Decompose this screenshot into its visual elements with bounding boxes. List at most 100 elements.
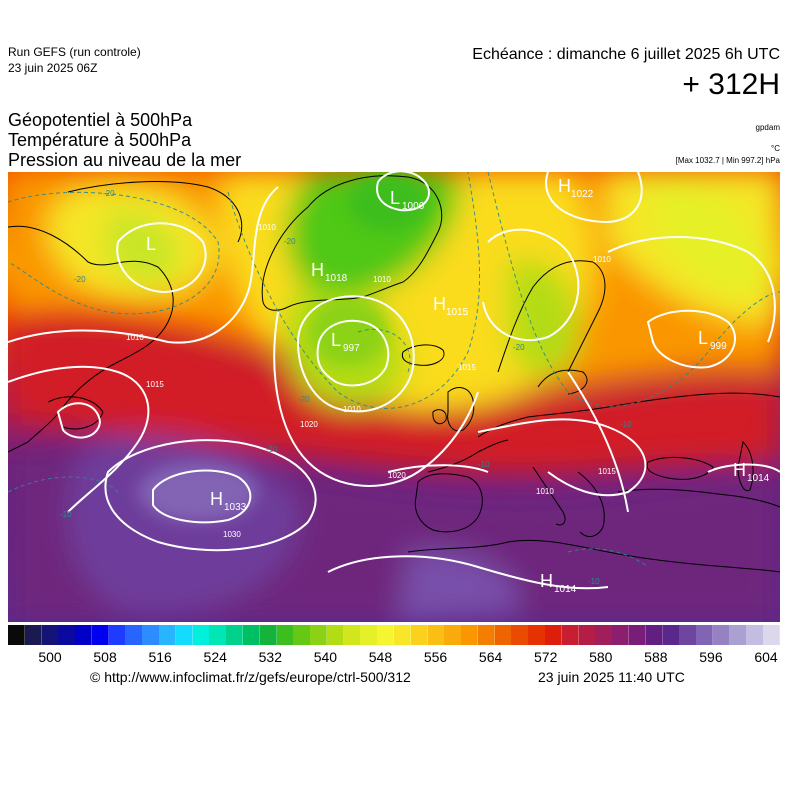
color-swatch [175,625,194,645]
isobars [8,172,780,590]
lead-time: + 312H [682,68,780,101]
weather-map: L 1006 H 1022 L H 1018 H 1015 L 997 L 999 H 103… [8,172,780,622]
color-swatch [662,625,680,645]
generated-timestamp: 23 juin 2025 11:40 UTC [538,669,685,685]
isotherm-label: -20 [284,237,296,246]
pressure-center-type: H [210,489,223,509]
pressure-center: H 1014 [733,460,770,484]
color-swatch [343,625,361,645]
color-swatch [477,625,496,645]
color-scale-bar [8,625,781,645]
color-swatch [494,625,512,645]
unit-temperature: °C [771,144,780,153]
pressure-center-value: 1014 [554,584,577,595]
isobar-label: 1010 [593,255,611,264]
pressure-center: L 997 [331,330,360,354]
isobar-label: 1020 [300,420,318,429]
color-swatch [578,625,596,645]
pressure-center-type: H [558,176,571,196]
color-swatch [561,625,580,645]
isotherm-label: -10 [620,420,632,429]
color-swatch [696,625,714,645]
isotherm-label: -20 [513,343,525,352]
pressure-center-value: 1022 [571,189,594,200]
color-swatch [108,625,126,645]
isotherm-labels: -20 -20 -20 -20 -20 -10 -10 -10 -10 -10 [60,189,632,586]
color-scale-ticks: 500 508 516 524 532 540 548 556 564 572 580 588 596 6… [0,649,788,667]
color-swatch [41,625,59,645]
color-swatch [192,625,210,645]
color-swatch [293,625,311,645]
color-swatch [24,625,43,645]
isotherm-label: -10 [60,510,72,519]
color-swatch [612,625,630,645]
pressure-center-type: L [331,330,341,350]
color-swatch [276,625,294,645]
forecast-valid-time: Echéance : dimanche 6 juillet 2025 6h UT… [472,46,780,63]
pressure-center-type: L [390,188,400,208]
color-swatch [729,625,747,645]
pressure-center-type: L [698,328,708,348]
color-scale-tick: 548 [368,649,393,665]
isobar-label: 1015 [598,467,616,476]
pressure-center: H 1014 [540,571,577,595]
pressure-max-min: [Max 1032.7 | Min 997.2] hPa [675,156,780,165]
pressure-center-value: 1018 [325,273,348,284]
color-swatch [427,625,445,645]
run-title: Run GEFS (run controle) [8,45,141,59]
color-scale-tick: 516 [148,649,172,665]
color-scale-tick: 564 [478,649,503,665]
title-pressure: Pression au niveau de la mer [8,150,242,170]
color-swatch [142,625,160,645]
unit-geopotential: gpdam [755,123,780,132]
pressure-center: H 1022 [558,176,594,200]
color-swatch [125,625,143,645]
color-swatch [444,625,462,645]
color-scale-tick: 532 [258,649,282,665]
color-swatch [310,625,328,645]
color-swatch [628,625,647,645]
pressure-center: H 1033 [210,489,247,513]
isobar-label: 1015 [146,380,164,389]
color-swatch [326,625,345,645]
pressure-center-type: L [146,234,156,254]
pressure-center-type: H [311,260,324,280]
run-date: 23 juin 2025 06Z [8,61,98,75]
color-swatch [159,625,177,645]
color-swatch [712,625,731,645]
pressure-centers: L 1006 H 1022 L H 1018 H 1015 L 997 L 999 H 103… [146,176,770,595]
pressure-center-type: H [733,460,746,480]
isobar-label: 1010 [536,487,554,496]
color-swatch [746,625,764,645]
isobar-label: 1015 [458,363,476,372]
source-credit: © http://www.infoclimat.fr/z/gefs/europe… [90,669,411,685]
color-swatch [8,625,26,645]
isotherm-label: -20 [74,275,86,284]
color-scale-tick: 604 [754,649,778,665]
pressure-center-type: H [433,294,446,314]
title-temperature: Température à 500hPa [8,130,192,150]
coastlines [8,175,780,573]
color-swatch [679,625,697,645]
color-swatch [209,625,227,645]
isotherm-label: -20 [103,189,115,198]
color-scale-tick: 580 [589,649,613,665]
isobar-label: 1010 [343,405,361,414]
color-swatch [461,625,479,645]
color-scale-tick: 540 [313,649,338,665]
isotherms [8,172,780,568]
isobar-label: 1010 [373,275,391,284]
pressure-center-value: 997 [343,343,360,354]
color-swatch [226,625,244,645]
color-scale-tick: 556 [423,649,448,665]
color-swatch [58,625,76,645]
pressure-center: L 999 [698,328,727,352]
isobar-label: 1010 [126,333,144,342]
pressure-center: H 1018 [311,260,348,284]
color-scale-tick: 588 [644,649,668,665]
isotherm-label: -10 [266,445,278,454]
color-swatch [545,625,563,645]
isobar-label: 1020 [388,471,406,480]
color-swatch [511,625,529,645]
color-scale-tick: 500 [38,649,62,665]
